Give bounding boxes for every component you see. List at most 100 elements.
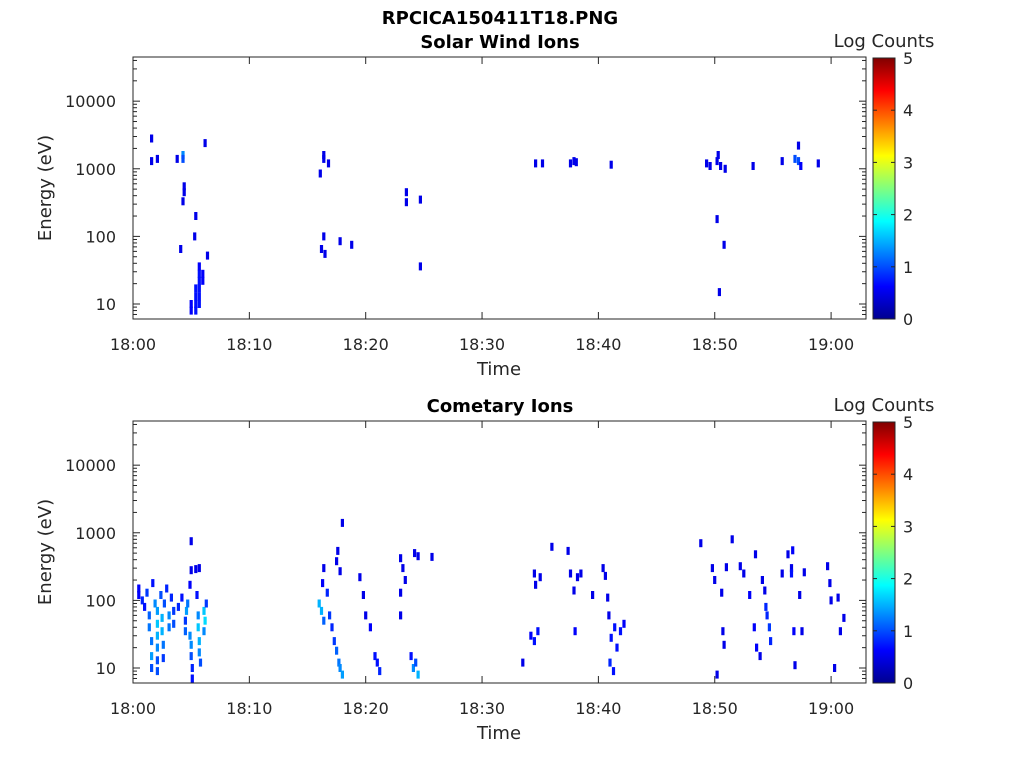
heatmap-cell [609, 160, 613, 169]
y-tick-label: 10 [96, 295, 116, 314]
y-tick-label: 100 [85, 227, 116, 246]
heatmap-cell [179, 245, 183, 253]
heatmap-cell [176, 602, 180, 611]
heatmap-cell [404, 188, 408, 197]
heatmap-cell [319, 245, 324, 253]
heatmap-cell [430, 552, 434, 561]
heatmap-cell [137, 591, 141, 599]
colorbar-tick-label: 1 [903, 622, 913, 641]
heatmap-cell [575, 573, 580, 582]
heatmap-cell [416, 670, 420, 679]
heatmap-cell [418, 195, 422, 204]
y-tick-label: 1000 [75, 160, 116, 179]
panel-title: Cometary Ions [427, 396, 574, 417]
heatmap-cell [330, 623, 334, 632]
heatmap-cell [195, 591, 199, 599]
colorbar-tick-label: 1 [903, 258, 913, 277]
heatmap-cell [202, 627, 206, 636]
heatmap-cell [197, 300, 201, 308]
heatmap-cell [322, 232, 326, 241]
heatmap-cell [190, 664, 194, 672]
heatmap-cell [147, 623, 151, 632]
heatmap-cell [364, 611, 368, 620]
heatmap-cell [197, 637, 201, 646]
heatmap-cell [373, 652, 377, 661]
heatmap-cell [194, 212, 198, 220]
heatmap-cell [140, 596, 144, 605]
heatmap-cell [536, 627, 540, 636]
heatmap-cell [155, 643, 159, 652]
heatmap-cell [574, 158, 578, 167]
heatmap-cell [705, 159, 709, 168]
heatmap-cell [328, 611, 332, 620]
y-tick-label: 10000 [65, 456, 116, 475]
heatmap-cell [169, 593, 173, 602]
heatmap-cell [361, 591, 365, 599]
heatmap-cell [337, 658, 341, 667]
heatmap-cell [137, 584, 141, 593]
heatmap-cell [796, 157, 801, 166]
heatmap-cell [197, 269, 201, 278]
heatmap-cell [572, 586, 576, 595]
heatmap-cell [800, 627, 804, 636]
heatmap-cell [197, 564, 201, 573]
heatmap-cell [336, 546, 340, 555]
x-tick-label: 18:00 [110, 335, 156, 354]
plot-frame [132, 420, 867, 684]
heatmap-cell [606, 593, 610, 602]
heatmap-cell [378, 667, 382, 676]
heatmap-cell [147, 611, 151, 620]
heatmap-cell [751, 162, 755, 170]
heatmap-cell [521, 658, 525, 667]
heatmap-cell [786, 550, 790, 559]
x-tick-label: 18:30 [459, 699, 505, 718]
y-axis-label: Energy (eV) [35, 135, 56, 241]
heatmap-cell [189, 537, 193, 546]
heatmap-cell [326, 159, 331, 168]
heatmap-cell [720, 588, 724, 597]
colorbar [872, 57, 896, 320]
x-tick-label: 19:00 [808, 335, 854, 354]
x-axis: 18:00 18:10 18:20 18:30 18:40 18:50 19:00 [110, 421, 854, 718]
heatmap-cell [769, 637, 773, 646]
heatmap-cell [764, 602, 768, 611]
x-tick-label: 18:20 [343, 335, 389, 354]
heatmap-cell [573, 627, 577, 636]
x-tick-label: 19:00 [808, 699, 854, 718]
heatmap-cell [322, 616, 326, 625]
heatmap-cell [172, 619, 176, 628]
heatmap-cell [189, 300, 193, 308]
heatmap-cell [183, 616, 187, 625]
heatmap-cell [838, 627, 842, 636]
y-tick-label: 10000 [65, 92, 116, 111]
heatmap-cell [833, 664, 837, 672]
y-tick-label: 10 [96, 659, 116, 678]
y-tick-label: 1000 [75, 524, 116, 543]
colorbar-tick-label: 2 [903, 570, 913, 589]
heatmap-cell [802, 568, 806, 577]
x-tick-label: 18:30 [459, 335, 505, 354]
heatmap-cell [721, 627, 725, 636]
heatmap-cell [150, 652, 154, 661]
heatmap-cell [145, 588, 149, 597]
heatmap-cell [399, 588, 403, 597]
heatmap-cell [715, 157, 719, 166]
colorbar-tick-label: 5 [903, 49, 913, 68]
heatmap-cell [340, 670, 344, 679]
heatmap-cell [194, 292, 198, 301]
heatmap-cell [798, 591, 802, 599]
heatmap-cell [205, 251, 210, 260]
heatmap-cell [566, 546, 570, 555]
heatmap-cell [399, 554, 403, 563]
heatmap-cell [767, 623, 771, 632]
heatmap-cell [181, 197, 185, 206]
heatmap-cell [197, 262, 201, 271]
heatmap-cell [413, 549, 417, 558]
heatmap-cell [335, 646, 339, 655]
heatmap-cell [350, 240, 354, 249]
heatmap-cell [538, 573, 542, 582]
colorbar-tick-label: 4 [903, 101, 913, 120]
heatmap-cell [182, 188, 186, 197]
heatmap-cell [358, 573, 362, 582]
heatmap-cell [193, 232, 197, 241]
